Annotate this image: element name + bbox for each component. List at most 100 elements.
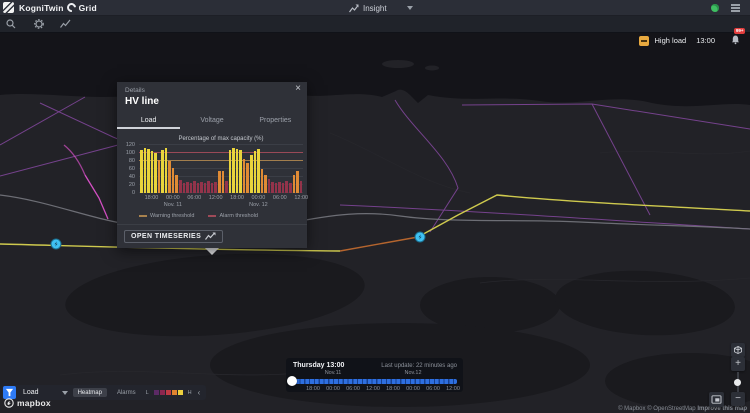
chart-bar bbox=[154, 153, 157, 193]
timeseries-icon[interactable] bbox=[60, 19, 71, 29]
chart-xaxis: 18:00 00:00 Nov. 11 06:00 12:00 18:00 00:00 Nov… bbox=[139, 195, 309, 211]
island bbox=[425, 65, 439, 71]
product-name: Grid bbox=[78, 2, 97, 13]
chart-bars bbox=[139, 145, 303, 193]
chart-bar bbox=[189, 183, 193, 193]
chart-xtick-label: 18:00 bbox=[144, 195, 159, 201]
toolbar: High load 13:00 99+ bbox=[0, 16, 750, 46]
chevron-down-icon bbox=[406, 6, 413, 10]
open-timeseries-button[interactable]: OPEN TIMESERIES bbox=[124, 230, 224, 243]
map-canvas[interactable] bbox=[0, 33, 750, 413]
notifications-button[interactable]: 99+ bbox=[731, 27, 745, 50]
heatmap-swatch bbox=[159, 390, 165, 395]
substation-marker[interactable] bbox=[414, 231, 426, 243]
event-time: 13:00 bbox=[696, 36, 715, 45]
app-name: KogniTwin bbox=[19, 2, 64, 13]
chart-xtick-label: 12:00 bbox=[294, 195, 309, 201]
hv-line-orange-segment[interactable] bbox=[339, 236, 419, 252]
timeline-handle[interactable] bbox=[287, 376, 297, 386]
chart-ytick-label: 0 bbox=[131, 190, 135, 196]
chart-bar bbox=[239, 150, 242, 193]
chart-bar bbox=[175, 175, 179, 193]
chart-title: Percentage of max capacity (%) bbox=[178, 136, 264, 142]
chart-bar bbox=[285, 181, 288, 193]
collapse-chevron-icon[interactable]: ‹ bbox=[197, 388, 201, 397]
chart-bar bbox=[218, 171, 221, 193]
chart-bar bbox=[186, 181, 189, 193]
popup-tabs: Load Voltage Properties bbox=[117, 113, 307, 129]
chart-bar bbox=[242, 159, 246, 193]
zoom-out-button[interactable]: − bbox=[731, 392, 745, 406]
chart-ytick-label: 40 bbox=[128, 174, 135, 181]
timeline-panel: Thursday 13:00 Last update: 22 minutes a… bbox=[286, 358, 463, 392]
chart-ytick-label: 20 bbox=[128, 182, 135, 189]
hv-line-right[interactable] bbox=[417, 194, 750, 238]
chart-bar bbox=[225, 181, 228, 193]
zoom-slider-handle[interactable] bbox=[734, 379, 741, 386]
basemap-button[interactable] bbox=[709, 392, 724, 407]
timeline-time-label: 06:00 bbox=[346, 386, 360, 392]
chart-bar bbox=[140, 149, 143, 193]
chart-bar bbox=[228, 149, 232, 193]
alarms-toggle[interactable]: Alarms bbox=[116, 389, 136, 396]
chart-bar bbox=[235, 149, 239, 193]
menu-icon[interactable] bbox=[731, 4, 740, 12]
lake bbox=[420, 277, 560, 333]
zoom-in-button[interactable]: + bbox=[731, 357, 745, 371]
chart-bar bbox=[264, 175, 267, 193]
high-load-icon bbox=[638, 35, 649, 46]
popup-title: HV line bbox=[125, 96, 159, 107]
chart-legend: Warning threshold Alarm threshold bbox=[139, 213, 258, 219]
minimap-icon bbox=[711, 395, 722, 404]
chart-ytick-label: 80 bbox=[128, 158, 135, 165]
substation-marker[interactable] bbox=[50, 238, 62, 250]
heatmap-toggle[interactable]: Heatmap bbox=[72, 388, 107, 397]
chart-ytick-label: 100 bbox=[125, 150, 135, 156]
heatmap-swatch bbox=[177, 390, 183, 395]
popup-header: Details bbox=[125, 87, 145, 94]
attrib-mapbox[interactable]: © Mapbox bbox=[618, 406, 646, 412]
chart-bar bbox=[296, 171, 299, 193]
timeline-time-label: 12:00 bbox=[446, 386, 460, 392]
chart-plot bbox=[139, 144, 303, 193]
map-3d-toggle[interactable] bbox=[731, 343, 745, 357]
timeline-dates: Nov.11 Nov.12 bbox=[286, 370, 463, 376]
title-bar: KogniTwin Grid Insight bbox=[0, 0, 750, 16]
attrib-osm[interactable]: © OpenStreetMap bbox=[647, 406, 696, 412]
mapbox-logo[interactable]: mapbox bbox=[4, 398, 51, 408]
lake bbox=[65, 253, 365, 337]
timeline-time-label: 00:00 bbox=[326, 386, 340, 392]
timeline-track[interactable] bbox=[291, 379, 457, 384]
event-label: High load bbox=[654, 36, 687, 45]
chart-xtick-label: 06:00 bbox=[187, 195, 202, 201]
tab-properties[interactable]: Properties bbox=[259, 117, 292, 124]
chart-bar bbox=[182, 182, 186, 193]
filter-icon bbox=[5, 388, 14, 397]
tab-voltage[interactable]: Voltage bbox=[200, 117, 224, 124]
terrain-contours bbox=[59, 132, 750, 376]
layer-select-value[interactable]: Load bbox=[23, 389, 39, 396]
chart-gridline bbox=[139, 144, 303, 145]
close-icon[interactable]: × bbox=[295, 83, 301, 94]
improve-map-link[interactable]: Improve this map bbox=[697, 406, 747, 412]
chart-bar bbox=[171, 168, 175, 193]
chart-bar bbox=[257, 149, 260, 193]
chart-bar bbox=[232, 148, 235, 193]
layer-chevron-down-icon[interactable] bbox=[61, 390, 68, 395]
power-line-magenta[interactable] bbox=[63, 144, 109, 220]
chart-bar bbox=[179, 180, 182, 193]
search-icon[interactable] bbox=[6, 19, 16, 29]
mode-selector[interactable]: Insight bbox=[349, 0, 413, 16]
settings-gear-icon[interactable] bbox=[34, 19, 44, 29]
chart-bar bbox=[221, 170, 225, 193]
timeline-time-label: 18:00 bbox=[306, 386, 320, 392]
chart-yaxis: 0 20 40 60 80 100 120 bbox=[123, 142, 137, 196]
status-online-icon[interactable] bbox=[711, 4, 719, 12]
warning-threshold-line bbox=[139, 160, 303, 161]
layers-button[interactable] bbox=[3, 386, 16, 399]
bell-icon bbox=[731, 34, 740, 44]
tab-load[interactable]: Load bbox=[117, 113, 181, 129]
chart-date-label: Nov. 12 bbox=[249, 202, 268, 208]
chart-bar bbox=[246, 163, 249, 193]
insight-icon bbox=[349, 4, 359, 12]
